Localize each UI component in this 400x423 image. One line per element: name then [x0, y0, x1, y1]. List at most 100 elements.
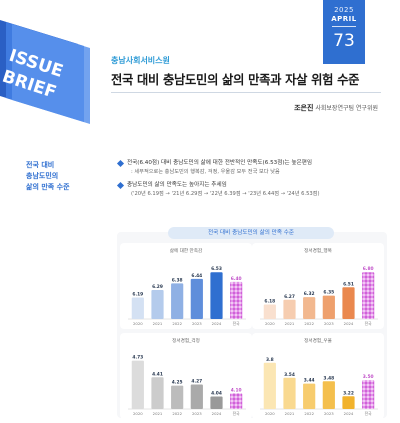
chart-bar [362, 380, 375, 409]
section-label-line: 전국 대비 [26, 161, 55, 169]
issue-date-badge: 2025 APRIL 73 [323, 0, 365, 64]
chart-tick-label: 전국 [365, 411, 372, 416]
chart-svg: 삶에 대한 만족감 6.19 2020 6.29 2021 6.38 2022 6.44 202… [128, 247, 246, 326]
chart-tick-label: 2020 [133, 321, 143, 326]
chart-bar [322, 381, 335, 409]
chart-bar [171, 283, 184, 319]
bullet-item: 전국(6.40점) 대비 충남도민의 삶에 대한 전반적인 만족도(6.53점)… [117, 159, 387, 168]
chart-title: 정서경험_걱정 [172, 337, 200, 344]
chart-bar [283, 377, 296, 409]
chart-life-satisfaction: 삶에 대한 만족감 6.19 2020 6.29 2021 6.38 2022 6.44 202… [120, 243, 252, 329]
chart-tick-label: 2023 [192, 321, 202, 326]
chart-title: 정서경험_우울 [304, 337, 332, 344]
chart-happiness: 정서경험_행복 6.18 2020 6.27 2021 6.32 2022 6.35 2023 6… [252, 243, 384, 329]
chart-bar [151, 290, 164, 319]
chart-value-label: 3.44 [304, 378, 315, 384]
chart-depression: 정서경험_우울 3.8 2020 3.54 2021 3.44 2022 3.48 2023 3.… [252, 333, 384, 419]
chart-worry: 정서경험_걱정 4.73 2020 4.41 2021 4.25 2022 4.27 2023 4… [120, 333, 252, 419]
chart-tick-label: 전국 [233, 411, 240, 416]
chart-tick-label: 2021 [285, 411, 295, 416]
chart-bar [322, 295, 335, 319]
chart-value-label: 6.44 [191, 273, 202, 279]
chart-value-label: 3.54 [284, 372, 295, 378]
badge-month: APRIL [331, 15, 357, 23]
chart-bar [342, 287, 355, 319]
chart-value-label: 6.18 [264, 298, 275, 304]
chart-tick-label: 2023 [192, 411, 202, 416]
chart-value-label: 4.41 [152, 371, 163, 377]
chart-value-label: 6.53 [211, 266, 222, 272]
chart-value-label: 4.27 [191, 379, 202, 385]
chart-value-label: 3.22 [343, 390, 354, 396]
chart-bar [230, 393, 243, 409]
chart-value-label: 3.8 [266, 357, 274, 363]
chart-bar [263, 362, 276, 409]
chart-bar [190, 278, 203, 319]
chart-bar [362, 272, 375, 319]
author-role: 사회보장연구팀 연구위원 [315, 105, 378, 112]
bullet-subtext: ('20년 6.19점 → '21년 6.29점 → '22년 6.39점 → … [131, 191, 320, 197]
chart-tick-label: 2020 [133, 411, 143, 416]
chart-tick-label: 2022 [172, 321, 182, 326]
chart-bar [210, 272, 223, 319]
page-title: 전국 대비 충남도민의 삶의 만족과 자살 위험 수준 [111, 73, 360, 87]
author-name: 조은진 [294, 104, 314, 112]
chart-bar [230, 281, 243, 319]
section-label: 전국 대비 충남도민의 삶의 만족 수준 [26, 160, 94, 193]
chart-value-label: 6.38 [172, 277, 183, 283]
title-divider [111, 92, 381, 93]
chart-bar [303, 383, 316, 409]
section-label-line: 삶의 만족 수준 [26, 183, 70, 191]
chart-tick-label: 2020 [265, 411, 275, 416]
chart-bar [151, 377, 164, 409]
chart-title: 정서경험_행복 [304, 247, 332, 254]
chart-bar [342, 396, 355, 409]
chart-value-label: 4.73 [132, 355, 143, 361]
section-label-line: 충남도민의 [26, 172, 59, 180]
chart-tick-label: 2021 [153, 411, 163, 416]
chart-tick-label: 2022 [304, 321, 314, 326]
chart-bar [210, 396, 223, 409]
author-line: 조은진 사회보장연구팀 연구위원 [294, 103, 378, 113]
badge-divider [332, 26, 356, 27]
chart-title: 삶에 대한 만족감 [170, 247, 203, 254]
chart-svg: 정서경험_우울 3.8 2020 3.54 2021 3.44 2022 3.48 2023 3.… [260, 337, 378, 416]
chart-svg: 정서경험_행복 6.18 2020 6.27 2021 6.32 2022 6.35 2023 6… [260, 247, 378, 326]
chart-value-label: 4.25 [172, 380, 183, 386]
chart-value-label: 6.40 [231, 276, 242, 282]
chart-value-label: 6.27 [284, 294, 295, 300]
chart-tick-label: 2022 [172, 411, 182, 416]
chart-tick-label: 2024 [344, 411, 354, 416]
chart-value-label: 3.48 [323, 375, 334, 381]
chart-value-label: 3.50 [363, 374, 374, 380]
chart-tick-label: 2020 [265, 321, 275, 326]
chart-bar [283, 299, 296, 319]
chart-tick-label: 전국 [233, 321, 240, 326]
organization-name: 충남사회서비스원 [111, 56, 170, 65]
chart-tick-label: 2022 [304, 411, 314, 416]
chart-value-label: 4.10 [231, 387, 242, 393]
chart-value-label: 6.35 [323, 290, 334, 296]
chart-bar [190, 384, 203, 409]
chart-panel-title: 전국 대비 충남도민의 삶의 만족 수준 [168, 227, 334, 239]
badge-issue-number: 73 [333, 31, 355, 51]
chart-tick-label: 2023 [324, 411, 334, 416]
chart-bar [303, 297, 316, 319]
chart-svg: 정서경험_걱정 4.73 2020 4.41 2021 4.25 2022 4.27 2023 4… [128, 337, 246, 416]
chart-tick-label: 2024 [344, 321, 354, 326]
chart-bar [131, 360, 144, 409]
chart-bar [171, 385, 184, 409]
chart-value-label: 6.19 [132, 291, 143, 297]
chart-tick-label: 2024 [212, 321, 222, 326]
chart-tick-label: 전국 [365, 321, 372, 326]
chart-value-label: 6.29 [152, 284, 163, 290]
chart-value-label: 6.51 [343, 281, 354, 287]
bullet-item: 충남도민의 삶의 만족도는 높아지는 추세임 [117, 181, 387, 190]
badge-year: 2025 [334, 6, 354, 14]
chart-tick-label: 2024 [212, 411, 222, 416]
bullet-subtext: : 세부적으로는 충남도민의 행복감, 걱정, 우울감 모두 전국 보다 낮음 [131, 169, 280, 175]
chart-value-label: 6.32 [304, 291, 315, 297]
issue-brief-logo: ISSUE BRIEF [0, 0, 112, 145]
chart-value-label: 4.04 [211, 391, 222, 397]
chart-bar [131, 297, 144, 319]
